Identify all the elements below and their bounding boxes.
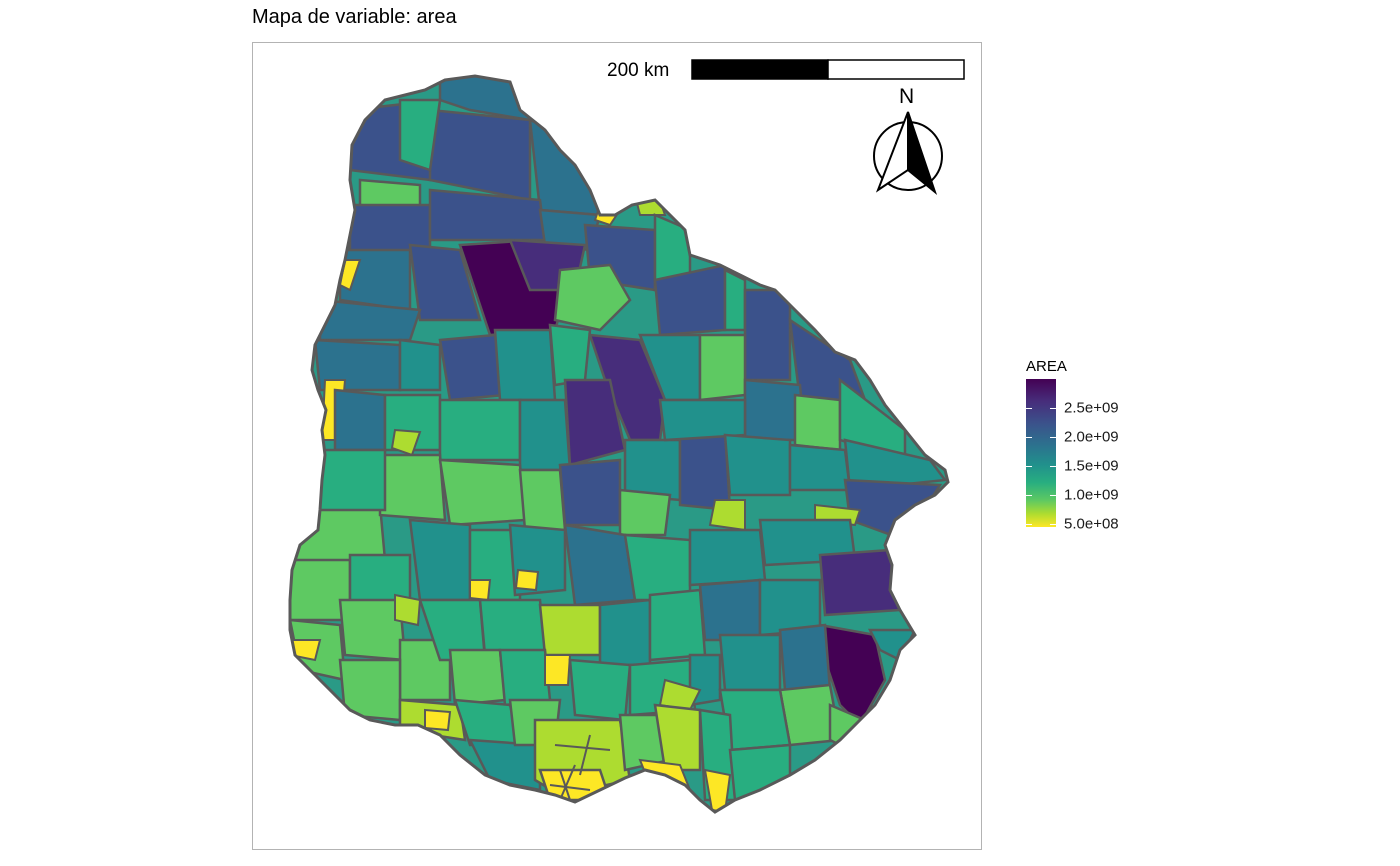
legend-tick-label: 1.5e+09	[1064, 457, 1119, 475]
scale-bar	[691, 59, 965, 80]
legend-body: 2.5e+09 2.0e+09 1.5e+09 1.0e+09 5.0e+08	[1026, 379, 1166, 533]
legend-tick-label: 1.0e+09	[1064, 486, 1119, 504]
scale-bar-label: 200 km	[607, 60, 670, 81]
legend: AREA 2.5e+09 2.0e+09 1.5e+09 1.0e+09 5.0…	[1026, 358, 1166, 533]
department-polygons	[290, 76, 948, 812]
north-arrow-label: N	[899, 85, 915, 108]
legend-tick-label: 2.0e+09	[1064, 428, 1119, 446]
legend-tick-label: 5.0e+08	[1064, 515, 1119, 533]
north-arrow-icon	[873, 111, 943, 195]
legend-title: AREA	[1026, 358, 1067, 375]
map-panel	[252, 42, 982, 850]
legend-tick-label: 2.5e+09	[1064, 399, 1119, 417]
map-title: Mapa de variable: area	[252, 6, 457, 28]
legend-colorbar	[1026, 379, 1056, 527]
